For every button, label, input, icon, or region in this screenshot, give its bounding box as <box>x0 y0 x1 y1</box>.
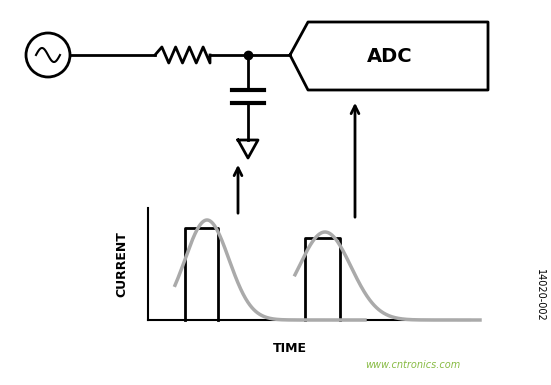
Text: www.cntronics.com: www.cntronics.com <box>365 360 460 370</box>
Text: CURRENT: CURRENT <box>116 231 128 297</box>
Text: TIME: TIME <box>273 341 307 355</box>
Text: ADC: ADC <box>367 47 413 67</box>
Text: 14020-002: 14020-002 <box>535 269 545 321</box>
